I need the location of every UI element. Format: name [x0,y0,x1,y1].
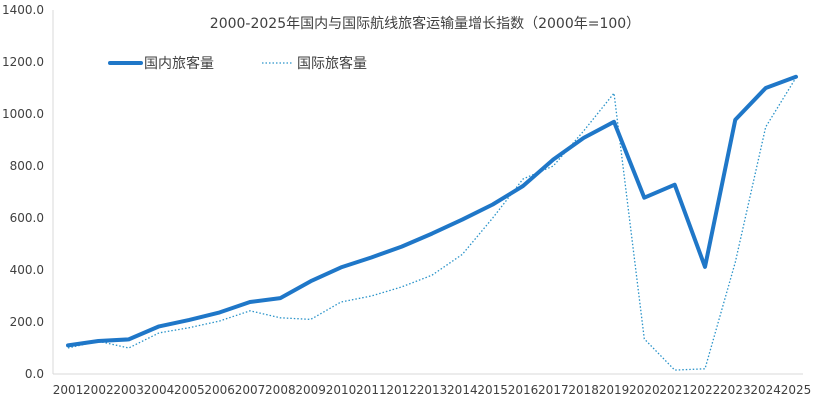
x-tick-label: 2018 [568,383,599,397]
x-tick-label: 2007 [235,383,266,397]
chart-title: 2000-2025年国内与国际航线旅客运输量增长指数（2000年=100） [210,15,640,32]
y-tick-label: 1200.0 [2,55,44,69]
x-tick-label: 2001 [53,383,84,397]
axes [52,10,803,375]
legend-label-domestic: 国内旅客量 [144,55,214,72]
y-tick-label: 800.0 [10,159,44,173]
x-tick-label: 2010 [326,383,357,397]
x-tick-label: 2014 [447,383,478,397]
y-axis-ticks: 0.0 200.0 400.0 600.0 800.0 1000.0 1200.0 1400.… [2,3,44,381]
y-tick-label: 200.0 [10,315,44,329]
x-tick-label: 2005 [174,383,205,397]
x-tick-label: 2020 [629,383,660,397]
x-tick-label: 2024 [750,383,781,397]
x-tick-label: 2009 [295,383,326,397]
x-tick-label: 2002 [83,383,114,397]
y-tick-label: 600.0 [10,211,44,225]
x-tick-label: 2015 [477,383,508,397]
x-tick-label: 2006 [204,383,235,397]
y-tick-label: 400.0 [10,263,44,277]
x-tick-label: 2019 [599,383,630,397]
x-tick-label: 2013 [417,383,448,397]
x-tick-label: 2008 [265,383,296,397]
x-tick-label: 2023 [720,383,751,397]
x-axis-ticks: 2001 2002 2003 2004 2005 2006 2007 2008 2009 2010… [53,383,812,397]
x-tick-label: 2025 [781,383,812,397]
legend-label-international: 国际旅客量 [297,55,367,72]
x-tick-label: 2011 [356,383,387,397]
series-line-domestic [66,74,798,348]
x-tick-label: 2016 [508,383,539,397]
x-tick-label: 2004 [144,383,175,397]
x-tick-label: 2012 [386,383,417,397]
x-tick-label: 2003 [113,383,144,397]
series-line-international [67,77,797,371]
series-group [66,74,798,371]
y-tick-label: 0.0 [25,367,44,381]
y-tick-label: 1000.0 [2,107,44,121]
x-tick-label: 2022 [690,383,721,397]
legend: 国内旅客量 国际旅客量 [108,55,367,72]
x-tick-label: 2017 [538,383,569,397]
y-tick-label: 1400.0 [2,3,44,17]
x-tick-label: 2021 [659,383,690,397]
